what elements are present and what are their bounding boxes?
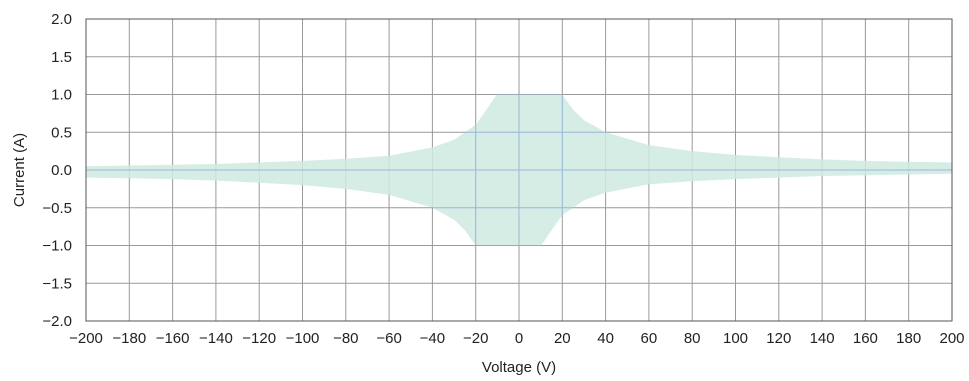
y-tick-label: −1.5 <box>42 275 72 292</box>
x-tick-label: 0 <box>515 330 523 347</box>
x-tick-label: −40 <box>420 330 445 347</box>
y-tick-label: 1.5 <box>51 49 72 66</box>
y-tick-label: 0.0 <box>51 162 72 179</box>
y-tick-label: 0.5 <box>51 124 72 141</box>
x-tick-labels: −200 −180 −160 −140 −120 −100 −80 −60 −40 −20 0 20 4… <box>69 330 964 347</box>
x-tick-label: 200 <box>939 330 964 347</box>
x-tick-label: 20 <box>554 330 571 347</box>
y-tick-label: 1.0 <box>51 87 72 104</box>
x-tick-label: −60 <box>376 330 401 347</box>
x-tick-label: −100 <box>286 330 320 347</box>
x-tick-label: −160 <box>156 330 190 347</box>
x-tick-label: 40 <box>597 330 614 347</box>
x-tick-label: 100 <box>723 330 748 347</box>
y-tick-label: −2.0 <box>42 313 72 330</box>
y-tick-labels: 2.0 1.5 1.0 0.5 0.0 −0.5 −1.0 −1.5 −2.0 <box>42 11 72 330</box>
y-axis-title: Current (A) <box>11 133 28 207</box>
x-axis-title: Voltage (V) <box>482 359 556 376</box>
x-tick-label: −200 <box>69 330 103 347</box>
x-tick-label: −20 <box>463 330 488 347</box>
x-tick-label: −120 <box>242 330 276 347</box>
y-tick-label: −0.5 <box>42 200 72 217</box>
x-tick-label: 180 <box>896 330 921 347</box>
x-tick-label: 60 <box>641 330 658 347</box>
x-tick-label: −180 <box>112 330 146 347</box>
x-tick-label: 140 <box>810 330 835 347</box>
x-tick-label: 80 <box>684 330 701 347</box>
y-tick-label: −1.0 <box>42 238 72 255</box>
x-tick-label: −140 <box>199 330 233 347</box>
plot-frame <box>85 18 953 322</box>
y-tick-label: 2.0 <box>51 11 72 28</box>
x-tick-label: −80 <box>333 330 358 347</box>
x-tick-label: 120 <box>766 330 791 347</box>
x-tick-label: 160 <box>853 330 878 347</box>
